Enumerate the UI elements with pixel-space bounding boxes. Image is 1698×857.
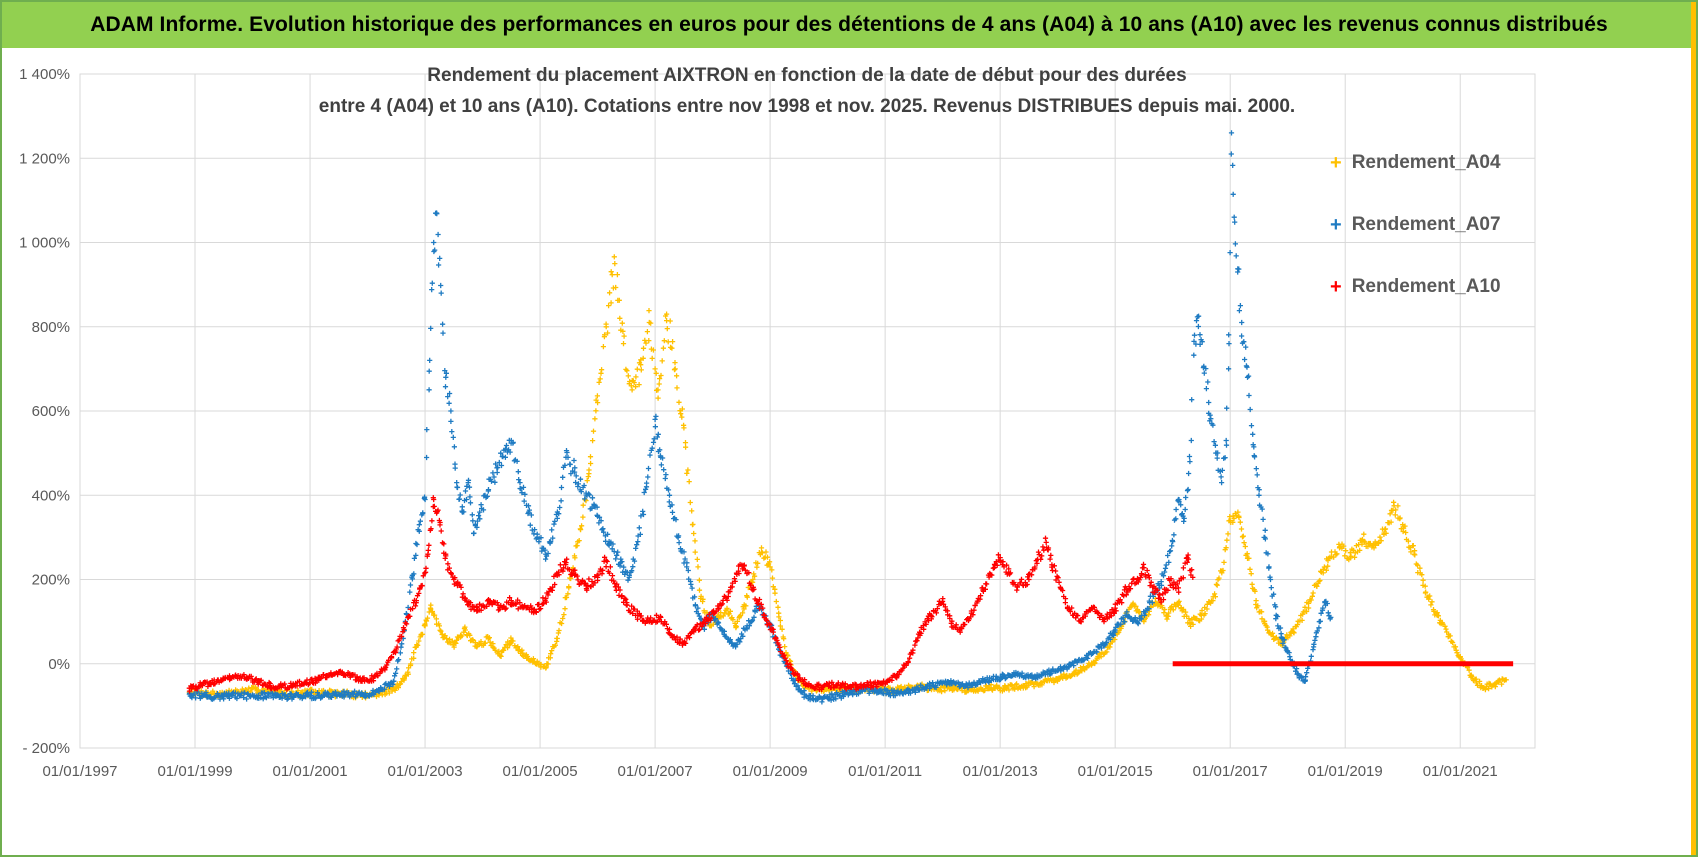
y-axis-tick-label: 1 000% (19, 235, 70, 252)
x-axis-tick-label: 01/01/2005 (503, 763, 578, 780)
legend-plus-marker-icon: + (1330, 152, 1342, 174)
y-axis-tick-label: 400% (32, 487, 70, 504)
y-axis-tick-label: 800% (32, 319, 70, 336)
chart-title-line2: entre 4 (A04) et 10 ans (A10). Cotations… (318, 96, 1296, 117)
y-axis-tick-label: 0% (48, 656, 70, 673)
legend-item-Rendement_A10[interactable]: + Rendement_A10 (1330, 276, 1501, 298)
y-axis-tick-label: 600% (32, 403, 70, 420)
x-axis-tick-label: 01/01/2007 (618, 763, 693, 780)
legend-label: Rendement_A04 (1351, 152, 1501, 173)
x-axis-tick-label: 01/01/2009 (733, 763, 808, 780)
legend-item-Rendement_A04[interactable]: + Rendement_A04 (1330, 152, 1501, 174)
chart-title: Rendement du placement AIXTRON en foncti… (257, 60, 1357, 122)
header-banner: ADAM Informe. Evolution historique des p… (2, 2, 1696, 48)
x-axis-tick-label: 01/01/2021 (1423, 763, 1498, 780)
legend-label: Rendement_A10 (1351, 276, 1501, 297)
chart-title-line1: Rendement du placement AIXTRON en foncti… (427, 65, 1187, 86)
x-axis-tick-label: 01/01/2011 (848, 763, 922, 780)
x-axis-tick-label: 01/01/2017 (1193, 763, 1268, 780)
x-axis-tick-label: 01/01/2013 (963, 763, 1038, 780)
x-axis-tick-label: 01/01/2001 (273, 763, 348, 780)
x-axis-tick-label: 01/01/2003 (388, 763, 463, 780)
header-title: ADAM Informe. Evolution historique des p… (90, 13, 1608, 36)
x-axis-tick-label: 01/01/2015 (1078, 763, 1153, 780)
legend-label: Rendement_A07 (1351, 214, 1501, 235)
legend: + Rendement_A04 + Rendement_A07 + Rendement_A… (1330, 152, 1501, 298)
x-axis-tick-label: 01/01/2019 (1308, 763, 1383, 780)
y-axis-tick-label: 1 400% (19, 66, 70, 83)
legend-plus-marker-icon: + (1330, 214, 1342, 236)
x-axis-tick-label: 01/01/1997 (42, 763, 117, 780)
chart-area: - 200% 0% 200% 400% 600% 800% 1 000% 1 200% 1 40… (2, 48, 1696, 855)
plot-border (79, 73, 1536, 749)
x-axis-tick-label: 01/01/1999 (157, 763, 232, 780)
y-axis-tick-label: - 200% (22, 740, 70, 757)
series-Rendement_A07-points (186, 130, 1334, 705)
series-Rendement_A10-points (186, 495, 1196, 694)
y-axis-tick-label: 200% (32, 572, 70, 589)
legend-item-Rendement_A07[interactable]: + Rendement_A07 (1330, 214, 1501, 236)
series-Rendement_A04-points (186, 254, 1509, 701)
right-accent-bar (1691, 2, 1696, 855)
y-axis-tick-label: 1 200% (19, 150, 70, 167)
legend-plus-marker-icon: + (1330, 276, 1342, 298)
chart-canvas: - 200% 0% 200% 400% 600% 800% 1 000% 1 200% 1 40… (19, 66, 1536, 780)
